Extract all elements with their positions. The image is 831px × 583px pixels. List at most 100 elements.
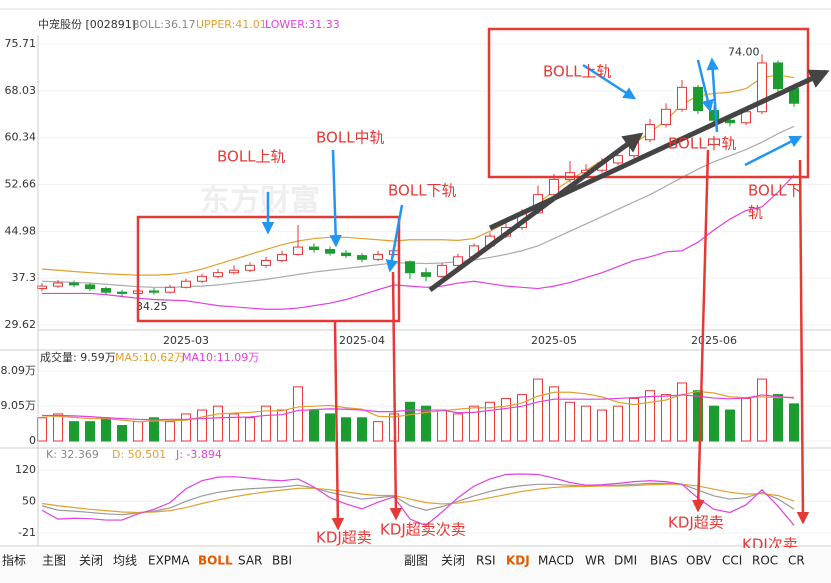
volume-bar	[149, 417, 159, 442]
toolbar-item[interactable]: EXPMA	[148, 554, 190, 568]
toolbar-item[interactable]: RSI	[476, 554, 496, 568]
volume-bar	[581, 405, 591, 442]
legend-entry: MA10:11.09万	[182, 351, 259, 364]
candle-body	[245, 264, 255, 271]
candle-body	[453, 256, 463, 266]
candle-body	[437, 264, 447, 277]
volume-bar	[37, 417, 47, 442]
candle-body	[549, 178, 559, 196]
volume-bar	[277, 409, 287, 442]
volume-bar	[757, 378, 767, 442]
annotation: KDJ超卖	[668, 514, 724, 532]
upper-label: UPPER:41.01	[196, 18, 267, 31]
volume-bar	[693, 390, 703, 442]
volume-bar	[501, 397, 511, 442]
annotation: BOLL中轨	[316, 129, 385, 147]
toolbar-item[interactable]: BIAS	[650, 554, 678, 568]
annotation: BOLL中轨	[668, 135, 737, 153]
toolbar-item[interactable]: DMI	[614, 554, 637, 568]
kdj-arrow	[331, 321, 345, 531]
volume-bar	[645, 390, 655, 442]
volume-bar	[69, 421, 79, 442]
toolbar-item[interactable]: 主图	[42, 554, 66, 568]
y-tick-label: 75.71	[5, 37, 37, 50]
y-tick-label: -21	[18, 526, 36, 539]
volume-bar	[197, 409, 207, 442]
toolbar-item[interactable]: KDJ	[506, 554, 530, 568]
volume-bar	[517, 394, 527, 442]
volume-bar	[117, 425, 127, 442]
candle-body	[37, 285, 47, 290]
legend-entry: D: 50.501	[112, 448, 166, 461]
y-tick-label: 44.98	[5, 224, 37, 237]
toolbar-item[interactable]: 均线	[113, 554, 137, 568]
y-tick-label: 9.05万	[1, 399, 37, 412]
y-tick-label: 60.34	[5, 131, 37, 144]
kdj-line	[41, 473, 795, 527]
annotation: KDJ超卖	[316, 529, 372, 547]
toolbar-item[interactable]: 关闭	[79, 554, 103, 568]
volume-bar	[533, 378, 543, 442]
volume-bar	[437, 409, 447, 442]
candle-body	[661, 108, 671, 126]
volume-bar	[165, 421, 175, 442]
kdj-arrow	[692, 149, 710, 513]
volume-bar	[341, 417, 351, 442]
volume-bar	[53, 413, 63, 442]
toolbar-item[interactable]: 关闭	[441, 554, 465, 568]
y-tick-label: 0	[29, 434, 36, 447]
candle-body	[229, 269, 239, 274]
kdj-arrow	[796, 159, 810, 525]
volume-bar	[789, 403, 799, 442]
volume-bar	[485, 401, 495, 442]
toolbar-item[interactable]: OBV	[686, 554, 712, 568]
candle-body	[709, 110, 719, 121]
volume-bar	[677, 382, 687, 442]
toolbar-item[interactable]: BBI	[272, 554, 292, 568]
toolbar-item[interactable]: CCI	[722, 554, 742, 568]
volume-bar	[261, 405, 271, 442]
y-tick-label: 50	[22, 494, 36, 507]
y-tick-label: 52.66	[5, 178, 37, 191]
candle-body	[325, 249, 335, 254]
pointer-arrow	[329, 149, 342, 248]
volume-bar	[565, 401, 575, 442]
candle-body	[165, 286, 175, 293]
volume-bar	[373, 421, 383, 442]
annotations: BOLL上轨 BOLL中轨 BOLL下轨 BOLL上轨 BOLL中轨 BOLL下轨 KDJ超…	[217, 63, 802, 554]
volume-bar	[101, 417, 111, 442]
candle-body	[741, 111, 751, 124]
pointer-arrow	[582, 63, 637, 100]
toolbar-item[interactable]: BOLL	[198, 554, 233, 568]
candle-body	[645, 124, 655, 141]
candle-body	[725, 119, 735, 124]
toolbar-item[interactable]: ROC	[752, 554, 778, 568]
volume-bar	[597, 409, 607, 442]
legend-entry: MA5:10.62万	[115, 351, 185, 364]
candle-body	[341, 252, 351, 257]
volume-bar	[405, 401, 415, 442]
candle-body	[373, 253, 383, 260]
volume-bar	[181, 413, 191, 442]
toolbar-item[interactable]: WR	[585, 554, 605, 568]
candle-body	[677, 86, 687, 110]
candle-body	[197, 275, 207, 282]
candle-body	[293, 246, 303, 255]
toolbar-item: 指标	[2, 553, 26, 568]
kdj-arrows	[331, 149, 810, 531]
highlight-box	[487, 27, 810, 179]
volume-ma-line	[41, 390, 795, 423]
annotation: BOLL下	[748, 182, 802, 200]
candle-body	[69, 282, 79, 286]
candle-body	[261, 259, 271, 266]
candle-body	[405, 261, 415, 274]
boll-label: BOLL:36.17	[132, 18, 195, 31]
x-tick-label: 2025-04	[339, 334, 385, 347]
toolbar-item[interactable]: MACD	[538, 554, 574, 568]
toolbar-item[interactable]: CR	[788, 554, 805, 568]
pointer-arrow	[696, 59, 714, 113]
toolbar-item[interactable]: SAR	[238, 554, 262, 568]
annotation: KDJ超卖次卖	[380, 521, 466, 539]
toolbar-item: 副图	[404, 554, 428, 568]
